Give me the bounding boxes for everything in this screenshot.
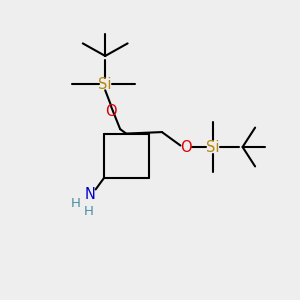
Text: H: H xyxy=(70,197,80,210)
Text: O: O xyxy=(105,104,117,119)
Text: Si: Si xyxy=(206,140,220,154)
Text: O: O xyxy=(180,140,192,154)
Text: N: N xyxy=(85,187,96,202)
Text: Si: Si xyxy=(98,77,112,92)
Text: H: H xyxy=(84,205,94,218)
